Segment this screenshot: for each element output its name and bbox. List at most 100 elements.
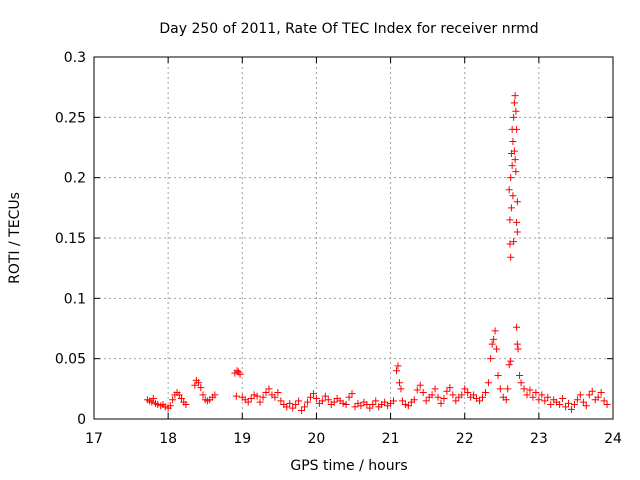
data-point [523, 391, 531, 399]
data-point [199, 391, 207, 399]
data-point [588, 387, 596, 395]
data-point [509, 137, 517, 145]
data-point [511, 92, 519, 100]
data-point [397, 385, 405, 393]
data-point [541, 397, 549, 405]
data-point [479, 393, 487, 401]
data-point [345, 393, 353, 401]
data-point [250, 391, 258, 399]
data-point [513, 340, 521, 348]
data-point [211, 391, 219, 399]
data-point [148, 398, 156, 406]
data-point [247, 394, 255, 402]
data-point [244, 398, 252, 406]
data-point [461, 385, 469, 393]
data-point [161, 403, 169, 411]
data-point [416, 381, 424, 389]
data-point [401, 401, 409, 409]
data-point [339, 399, 347, 407]
x-tick-label: 18 [159, 431, 177, 447]
data-point [324, 396, 332, 404]
data-point [182, 401, 190, 409]
data-point [510, 238, 518, 246]
data-point [603, 401, 611, 409]
data-point [508, 162, 516, 170]
y-tick-labels: 0 0.05 0.1 0.15 0.2 0.25 0.3 [55, 50, 86, 428]
y-tick-label: 0.25 [55, 110, 86, 126]
data-point [271, 393, 279, 401]
y-tick-label: 0.3 [64, 50, 86, 66]
axis-ticks [93, 56, 614, 420]
data-point [513, 125, 521, 133]
data-point [547, 401, 555, 409]
data-point [169, 396, 177, 404]
data-point [330, 398, 338, 406]
data-point [512, 107, 520, 115]
data-point [494, 372, 502, 380]
data-point [410, 396, 418, 404]
data-point [594, 393, 602, 401]
data-point [490, 335, 498, 343]
data-point [175, 391, 183, 399]
x-tick-label: 23 [530, 431, 548, 447]
data-point [532, 388, 540, 396]
data-point [493, 345, 501, 353]
x-tick-label: 17 [85, 431, 103, 447]
data-point [177, 394, 185, 402]
data-point [504, 385, 512, 393]
data-point [510, 147, 518, 155]
data-point [191, 381, 199, 389]
data-point [506, 216, 514, 224]
data-point [513, 323, 521, 331]
data-point [393, 367, 401, 375]
data-point [342, 401, 350, 409]
data-point [446, 384, 454, 392]
data-point [565, 399, 573, 407]
data-point [556, 401, 564, 409]
grid-lines [94, 57, 613, 419]
data-point [422, 397, 430, 405]
data-point [431, 385, 439, 393]
data-point [265, 385, 273, 393]
data-point [419, 388, 427, 396]
data-point [398, 397, 406, 405]
data-point [195, 379, 203, 387]
data-point [512, 168, 520, 176]
data-point [369, 401, 377, 409]
data-point [449, 391, 457, 399]
data-point [582, 402, 590, 410]
data-point [452, 397, 460, 405]
data-point [506, 240, 514, 248]
y-tick-label: 0.05 [55, 352, 86, 368]
data-point [166, 402, 174, 410]
data-point [312, 394, 320, 402]
data-point [544, 393, 552, 401]
data-point [505, 361, 513, 369]
data-point [567, 405, 575, 413]
data-point [304, 398, 312, 406]
data-point [535, 396, 543, 404]
x-axis-label: GPS time / hours [290, 458, 407, 474]
data-point [510, 113, 518, 121]
data-point [600, 397, 608, 405]
data-point [529, 393, 537, 401]
y-tick-label: 0 [77, 412, 86, 428]
data-point [507, 204, 515, 212]
data-point [301, 403, 309, 411]
x-tick-label: 19 [233, 431, 251, 447]
data-point [576, 391, 584, 399]
data-point [585, 391, 593, 399]
data-point [511, 156, 519, 164]
data-point [487, 355, 495, 363]
data-point [514, 345, 522, 353]
data-point [443, 387, 451, 395]
chart-title: Day 250 of 2011, Rate Of TEC Index for r… [159, 21, 538, 37]
x-tick-label: 22 [456, 431, 474, 447]
data-point [507, 253, 515, 261]
y-tick-label: 0.1 [64, 291, 86, 307]
data-point [488, 340, 496, 348]
data-point [253, 392, 261, 400]
data-point [351, 403, 359, 411]
data-point [513, 198, 521, 206]
